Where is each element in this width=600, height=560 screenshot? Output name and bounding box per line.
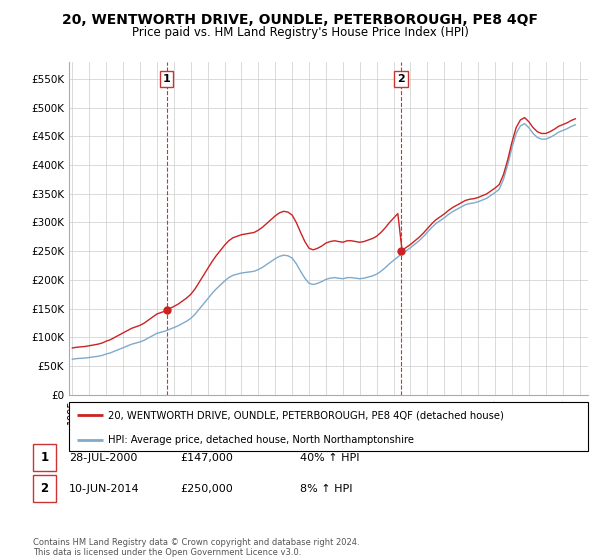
Text: 1: 1 xyxy=(40,451,49,464)
Text: 20, WENTWORTH DRIVE, OUNDLE, PETERBOROUGH, PE8 4QF (detached house): 20, WENTWORTH DRIVE, OUNDLE, PETERBOROUG… xyxy=(108,410,504,421)
Text: 8% ↑ HPI: 8% ↑ HPI xyxy=(300,484,353,494)
Text: Contains HM Land Registry data © Crown copyright and database right 2024.
This d: Contains HM Land Registry data © Crown c… xyxy=(33,538,359,557)
Text: 2: 2 xyxy=(397,74,405,84)
Text: 1: 1 xyxy=(163,74,170,84)
Text: 2: 2 xyxy=(40,482,49,496)
Text: Price paid vs. HM Land Registry's House Price Index (HPI): Price paid vs. HM Land Registry's House … xyxy=(131,26,469,39)
Text: 28-JUL-2000: 28-JUL-2000 xyxy=(69,452,137,463)
Text: £147,000: £147,000 xyxy=(180,452,233,463)
Text: HPI: Average price, detached house, North Northamptonshire: HPI: Average price, detached house, Nort… xyxy=(108,435,414,445)
Text: £250,000: £250,000 xyxy=(180,484,233,494)
Text: 20, WENTWORTH DRIVE, OUNDLE, PETERBOROUGH, PE8 4QF: 20, WENTWORTH DRIVE, OUNDLE, PETERBOROUG… xyxy=(62,13,538,27)
Text: 40% ↑ HPI: 40% ↑ HPI xyxy=(300,452,359,463)
Text: 10-JUN-2014: 10-JUN-2014 xyxy=(69,484,140,494)
